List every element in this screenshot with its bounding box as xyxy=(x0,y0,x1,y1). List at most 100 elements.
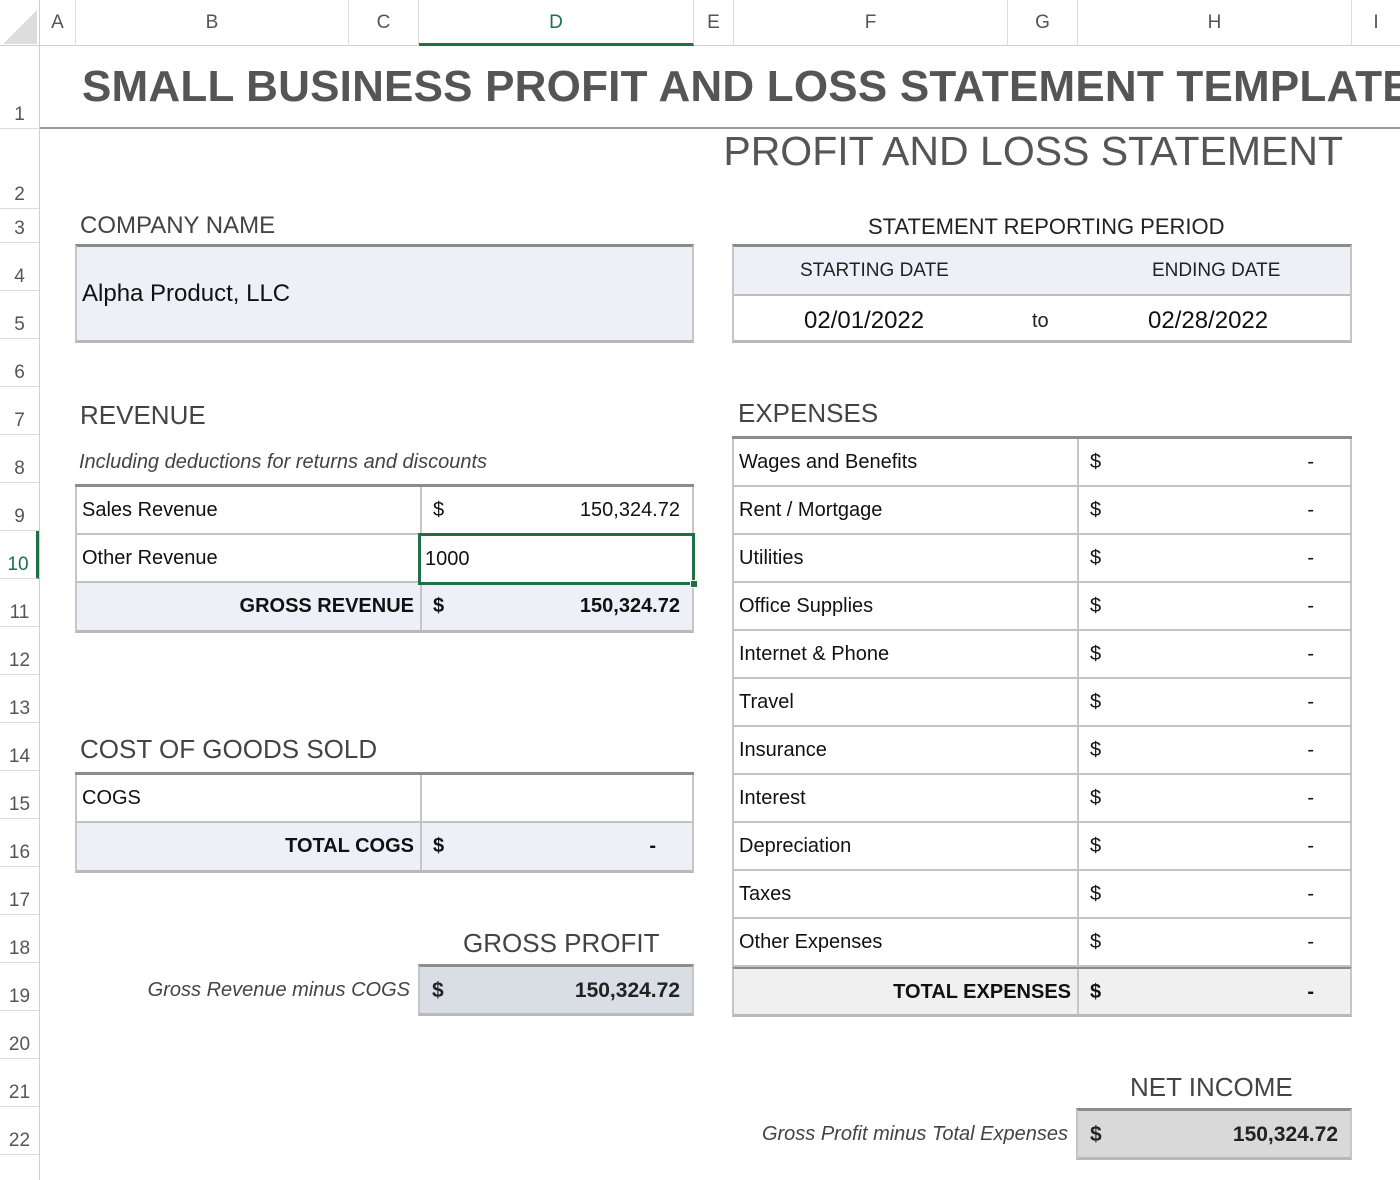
expense-label: Interest xyxy=(739,787,806,809)
expense-label-cell[interactable]: Internet & Phone xyxy=(734,631,1079,677)
expense-label-cell[interactable]: Travel xyxy=(734,679,1079,725)
expense-currency: $ xyxy=(1090,499,1102,521)
select-all-corner[interactable] xyxy=(0,0,40,46)
gross-revenue-label-cell: GROSS REVENUE xyxy=(77,583,422,630)
row-header-21[interactable]: 21 xyxy=(0,1059,39,1107)
row-header-3[interactable]: 3 xyxy=(0,209,39,243)
row-header-12[interactable]: 12 xyxy=(0,627,39,675)
expense-label-cell[interactable]: Taxes xyxy=(734,871,1079,917)
main-title: SMALL BUSINESS PROFIT AND LOSS STATEMENT… xyxy=(82,62,1400,111)
expense-label: Utilities xyxy=(739,547,804,569)
row-header-8[interactable]: 8 xyxy=(0,435,39,483)
expense-value[interactable]: - xyxy=(1307,595,1314,617)
column-header-e[interactable]: E xyxy=(694,0,734,46)
revenue-label: REVENUE xyxy=(80,400,206,430)
row-header-1[interactable]: 1 xyxy=(0,46,39,129)
expense-currency: $ xyxy=(1090,595,1102,617)
row-header-7[interactable]: 7 xyxy=(0,387,39,435)
expense-value[interactable]: - xyxy=(1307,931,1314,953)
column-header-a[interactable]: A xyxy=(40,0,76,46)
column-header-f[interactable]: F xyxy=(734,0,1008,46)
table-row: Taxes $ - xyxy=(732,871,1352,919)
expense-value[interactable]: - xyxy=(1307,883,1314,905)
fill-handle[interactable] xyxy=(690,580,698,588)
revenue-note: Including deductions for returns and dis… xyxy=(79,451,488,473)
table-row: Rent / Mortgage $ - xyxy=(732,487,1352,535)
company-name-cell[interactable]: Alpha Product, LLC xyxy=(75,244,694,343)
expense-label-cell[interactable]: Depreciation xyxy=(734,823,1079,869)
expense-label-cell[interactable]: Other Expenses xyxy=(734,919,1079,965)
reporting-period-table: STARTING DATE ENDING DATE 02/01/2022 to … xyxy=(732,244,1352,343)
starting-date-value[interactable]: 02/01/2022 xyxy=(804,307,925,334)
column-header-d[interactable]: D xyxy=(419,0,694,46)
row-header-6[interactable]: 6 xyxy=(0,339,39,387)
expense-value[interactable]: - xyxy=(1307,835,1314,857)
table-row: Depreciation $ - xyxy=(732,823,1352,871)
expense-currency: $ xyxy=(1090,931,1102,953)
row-header-22[interactable]: 22 xyxy=(0,1107,39,1155)
cogs-label: COST OF GOODS SOLD xyxy=(80,734,378,764)
sales-revenue-currency: $ xyxy=(433,499,445,521)
expense-value[interactable]: - xyxy=(1307,739,1314,761)
row-header-20[interactable]: 20 xyxy=(0,1011,39,1059)
row-header-11[interactable]: 11 xyxy=(0,579,39,627)
other-revenue-input[interactable]: 1000 xyxy=(425,548,470,570)
column-header-i[interactable]: I xyxy=(1373,12,1379,33)
row-header-14[interactable]: 14 xyxy=(0,723,39,771)
other-revenue-label-cell[interactable]: Other Revenue xyxy=(77,535,422,581)
gross-revenue-value: 150,324.72 xyxy=(579,595,680,617)
cogs-label-cell[interactable]: COGS xyxy=(77,775,422,821)
row-header-18[interactable]: 18 xyxy=(0,915,39,963)
row-header-13[interactable]: 13 xyxy=(0,675,39,723)
expense-label-cell[interactable]: Wages and Benefits xyxy=(734,439,1079,485)
row-header-16[interactable]: 16 xyxy=(0,819,39,867)
column-header-g[interactable]: G xyxy=(1008,0,1078,46)
expense-value[interactable]: - xyxy=(1307,547,1314,569)
active-cell-other-revenue[interactable]: 1000 xyxy=(418,533,698,588)
row-header-19[interactable]: 19 xyxy=(0,963,39,1011)
table-row: TOTAL EXPENSES $ - xyxy=(732,967,1352,1017)
total-cogs-value: - xyxy=(649,835,656,857)
column-header-c[interactable]: C xyxy=(349,0,419,46)
expense-value[interactable]: - xyxy=(1307,451,1314,473)
statement-subtitle: PROFIT AND LOSS STATEMENT xyxy=(723,128,1343,174)
gross-revenue-label: GROSS REVENUE xyxy=(239,595,414,617)
row-header-5[interactable]: 5 xyxy=(0,291,39,339)
sales-revenue-label: Sales Revenue xyxy=(82,499,218,521)
expense-currency: $ xyxy=(1090,451,1102,473)
row-header-10[interactable]: 10 xyxy=(0,531,39,579)
table-row: Utilities $ - xyxy=(732,535,1352,583)
row-header-4[interactable]: 4 xyxy=(0,243,39,291)
expense-label-cell[interactable]: Rent / Mortgage xyxy=(734,487,1079,533)
cogs-row-label: COGS xyxy=(82,787,141,809)
column-header-b[interactable]: B xyxy=(76,0,349,46)
sales-revenue-value[interactable]: 150,324.72 xyxy=(579,499,680,521)
total-expenses-label: TOTAL EXPENSES xyxy=(893,981,1071,1003)
period-to-text: to xyxy=(1032,310,1049,332)
expense-label-cell[interactable]: Office Supplies xyxy=(734,583,1079,629)
row-header-2[interactable]: 2 xyxy=(0,129,39,209)
net-income-note: Gross Profit minus Total Expenses xyxy=(761,1123,1068,1145)
table-row: Sales Revenue $ 150,324.72 xyxy=(75,487,694,535)
row-header-15[interactable]: 15 xyxy=(0,771,39,819)
expense-value[interactable]: - xyxy=(1307,691,1314,713)
expense-label-cell[interactable]: Utilities xyxy=(734,535,1079,581)
sales-revenue-label-cell[interactable]: Sales Revenue xyxy=(77,487,422,533)
row-header-9[interactable]: 9 xyxy=(0,483,39,531)
expense-currency: $ xyxy=(1090,835,1102,857)
expense-value[interactable]: - xyxy=(1307,643,1314,665)
table-row: Internet & Phone $ - xyxy=(732,631,1352,679)
expense-currency: $ xyxy=(1090,547,1102,569)
column-header-h[interactable]: H xyxy=(1078,0,1352,46)
table-row: TOTAL COGS $ - xyxy=(75,823,694,873)
expense-label: Other Expenses xyxy=(739,931,883,953)
expense-label: Office Supplies xyxy=(739,595,874,617)
expense-value[interactable]: - xyxy=(1307,787,1314,809)
expense-label-cell[interactable]: Insurance xyxy=(734,727,1079,773)
expense-value[interactable]: - xyxy=(1307,499,1314,521)
row-header-23-partial[interactable] xyxy=(0,1155,39,1180)
row-header-17[interactable]: 17 xyxy=(0,867,39,915)
expense-label-cell[interactable]: Interest xyxy=(734,775,1079,821)
ending-date-value[interactable]: 02/28/2022 xyxy=(1148,307,1269,334)
table-row: COGS xyxy=(75,775,694,823)
